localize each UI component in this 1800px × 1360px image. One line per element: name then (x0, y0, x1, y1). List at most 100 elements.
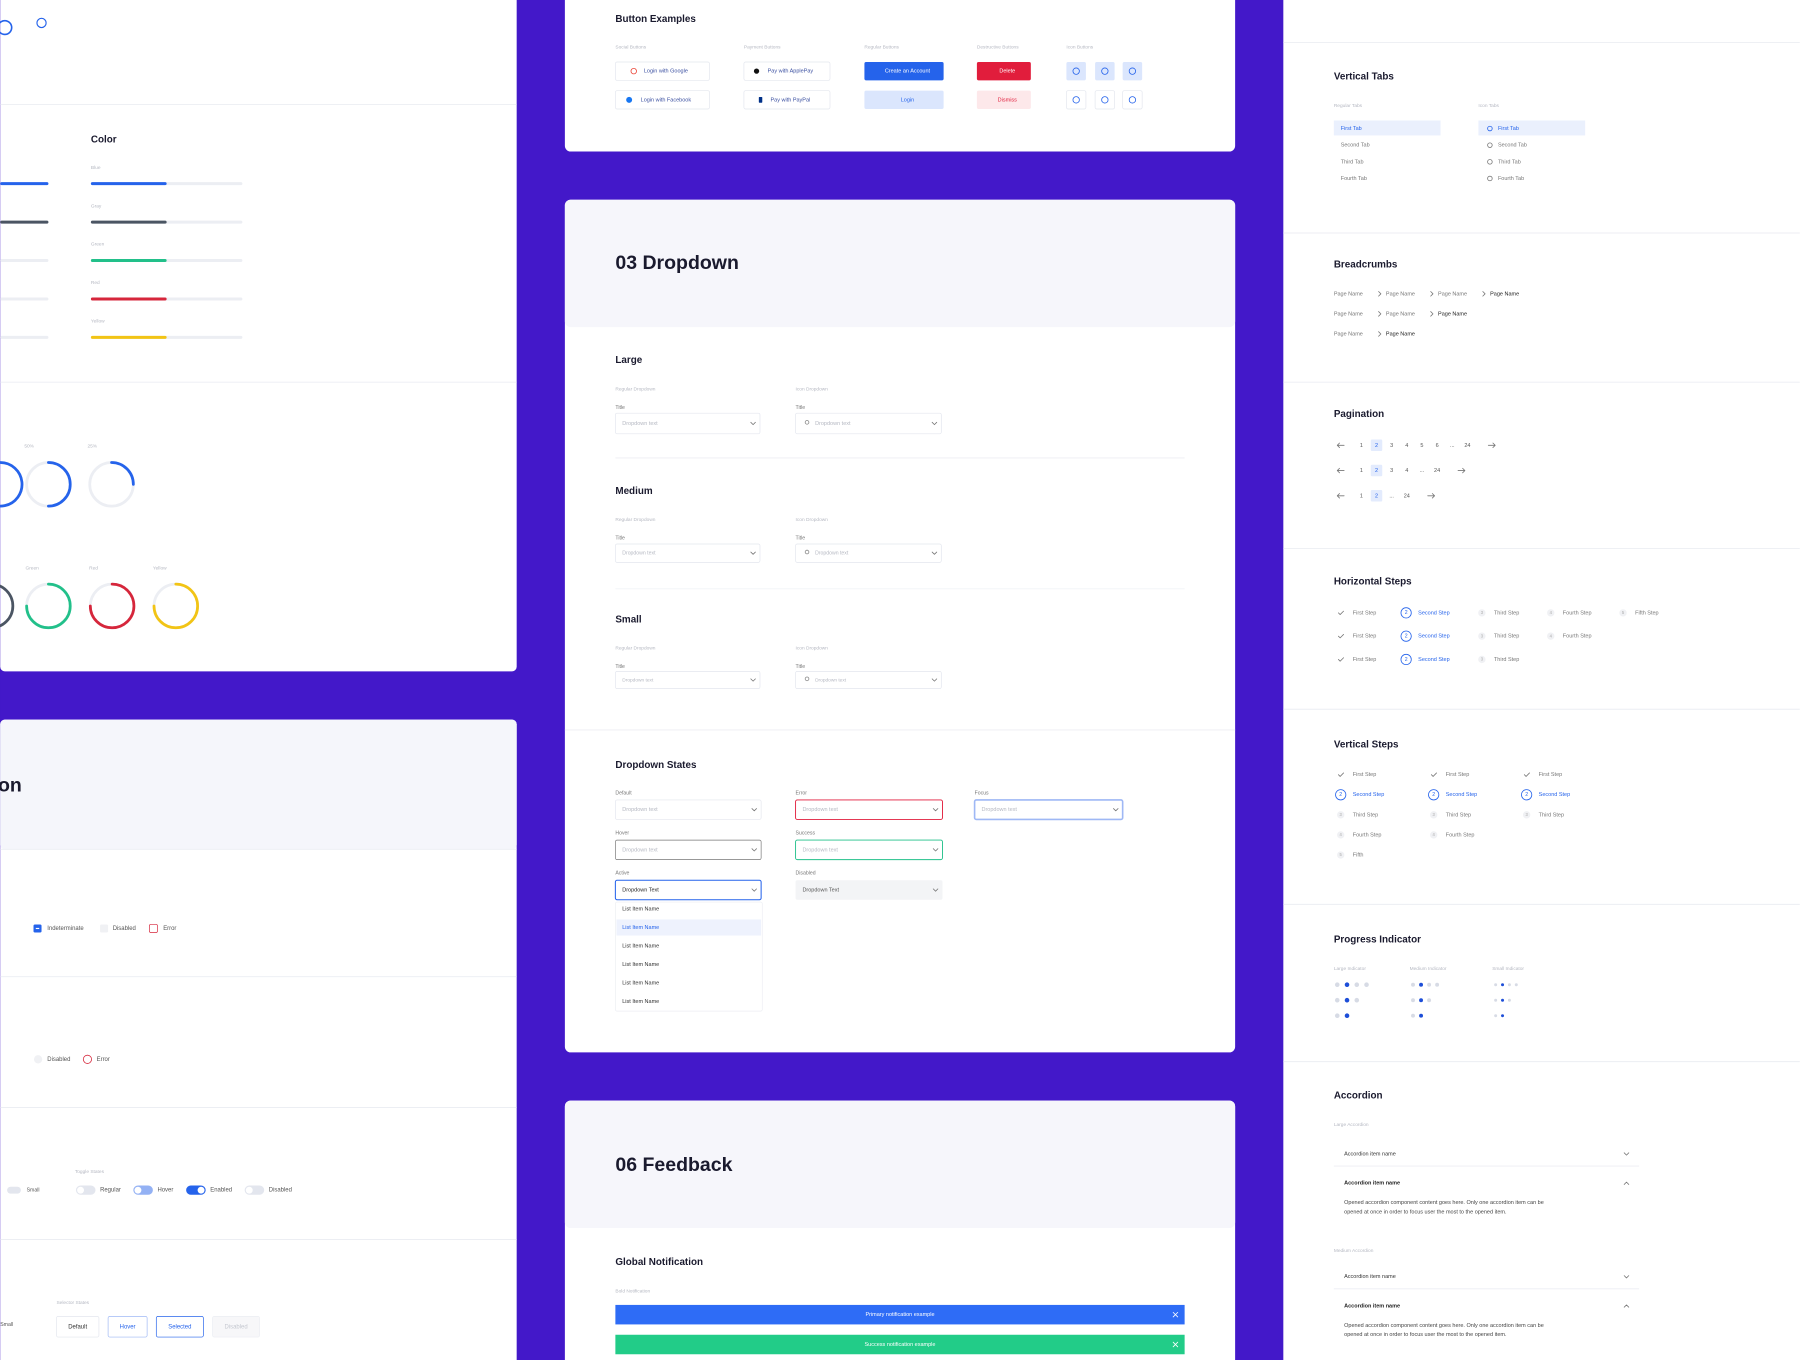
button[interactable] (864, 90, 944, 110)
check (1338, 634, 1344, 639)
page[interactable]: 1 (1360, 468, 1363, 474)
label: Hover (120, 1324, 136, 1330)
icon-button[interactable] (1095, 61, 1115, 81)
step: Fourth Step (1563, 610, 1592, 616)
section-title: Color (91, 135, 117, 146)
button[interactable] (743, 61, 831, 81)
icon-button[interactable] (1122, 61, 1143, 81)
tab[interactable]: Fourth Tab (1498, 176, 1524, 182)
page[interactable]: 1 (1360, 493, 1363, 499)
button[interactable] (615, 61, 710, 81)
tab[interactable]: First Tab (1498, 126, 1519, 132)
section-title: Pagination (1334, 409, 1384, 420)
list-item[interactable]: List Item Name (622, 925, 659, 931)
tab[interactable]: Fourth Tab (1341, 176, 1367, 182)
radio (33, 1055, 43, 1064)
page[interactable]: ... (1389, 493, 1394, 499)
chevron (1623, 1181, 1630, 1185)
tab[interactable]: Second Tab (1498, 143, 1527, 149)
icon-button[interactable] (1066, 90, 1087, 110)
breadcrumb[interactable]: Page Name (1334, 311, 1363, 317)
page[interactable]: ... (1450, 443, 1455, 449)
dropdown[interactable] (615, 839, 762, 860)
page[interactable]: 24 (1464, 443, 1470, 449)
chevron (931, 421, 938, 426)
dropdown[interactable] (615, 543, 761, 563)
page[interactable]: 24 (1434, 468, 1440, 474)
breadcrumb[interactable]: Page Name (1386, 311, 1415, 317)
label: 3 (1525, 812, 1528, 817)
list-item[interactable]: List Item Name (622, 906, 659, 912)
step-circle (1400, 630, 1412, 642)
page[interactable]: 3 (1390, 468, 1393, 474)
dropdown[interactable] (615, 799, 762, 820)
page[interactable]: 2 (1375, 443, 1378, 449)
dropdown[interactable] (795, 412, 942, 435)
list-item[interactable]: List Item Name (622, 962, 659, 968)
page[interactable]: ... (1420, 468, 1425, 474)
page[interactable]: 5 (1420, 443, 1423, 449)
dropdown[interactable] (795, 839, 943, 861)
accordion-item[interactable] (1333, 1141, 1640, 1167)
progress-bar (0, 297, 49, 301)
icon-button[interactable] (1094, 90, 1115, 110)
step: Third Step (1446, 812, 1471, 818)
page[interactable]: 24 (1404, 493, 1410, 499)
step: Fourth Step (1353, 832, 1382, 838)
list-item[interactable]: List Item Name (622, 980, 659, 986)
dropdown[interactable] (795, 543, 942, 563)
button[interactable] (743, 90, 831, 110)
tab[interactable]: Second Tab (1341, 143, 1370, 149)
breadcrumb[interactable]: Page Name (1334, 291, 1363, 297)
button[interactable] (864, 61, 944, 81)
list-item[interactable]: List Item Name (622, 999, 659, 1005)
page[interactable]: 3 (1390, 443, 1393, 449)
icon-button[interactable] (1066, 61, 1086, 81)
step-circle (1400, 653, 1412, 666)
button[interactable] (976, 90, 1031, 110)
selector[interactable] (155, 1316, 204, 1338)
button[interactable] (615, 90, 710, 110)
dropdown[interactable] (795, 880, 943, 900)
selector[interactable] (56, 1316, 100, 1338)
page[interactable]: 4 (1405, 468, 1408, 474)
page[interactable]: 1 (1360, 443, 1363, 449)
label: Error (97, 1057, 110, 1063)
selector[interactable] (107, 1316, 148, 1338)
dropdown[interactable] (615, 412, 761, 435)
dropdown[interactable] (614, 879, 762, 901)
step-circle (1547, 609, 1555, 617)
page[interactable]: 6 (1436, 443, 1439, 449)
breadcrumb[interactable]: Page Name (1386, 291, 1415, 297)
tab[interactable]: Third Tab (1498, 159, 1521, 165)
page[interactable]: 2 (1375, 493, 1378, 499)
dropdown-list (615, 901, 763, 1012)
indicator-dot (1501, 998, 1505, 1002)
button[interactable] (976, 61, 1031, 81)
label: Disabled (113, 926, 136, 932)
caption: Icon Dropdown (796, 386, 829, 392)
step-circle (1337, 831, 1345, 839)
page[interactable]: 4 (1405, 443, 1408, 449)
accordion-item[interactable] (1333, 1264, 1640, 1289)
step-circle (1478, 609, 1486, 617)
breadcrumb[interactable]: Page Name (1438, 291, 1467, 297)
breadcrumb: Page Name (1438, 311, 1467, 317)
dropdown[interactable] (795, 799, 943, 820)
caption: 25% (87, 444, 97, 450)
step: Second Step (1539, 792, 1570, 798)
dropdown[interactable] (795, 671, 942, 689)
ring (0, 461, 24, 508)
dropdown[interactable] (973, 799, 1124, 821)
icon-button[interactable] (1122, 90, 1143, 110)
label: Title (615, 405, 625, 411)
page[interactable]: 2 (1375, 468, 1378, 474)
label: 3 (1481, 657, 1484, 662)
tab[interactable]: First Tab (1341, 126, 1362, 132)
dropdown[interactable] (615, 671, 761, 689)
breadcrumb[interactable]: Page Name (1334, 331, 1363, 337)
chevron (750, 421, 756, 426)
chevron (751, 808, 757, 812)
tab[interactable]: Third Tab (1341, 159, 1364, 165)
list-item[interactable]: List Item Name (622, 943, 659, 949)
